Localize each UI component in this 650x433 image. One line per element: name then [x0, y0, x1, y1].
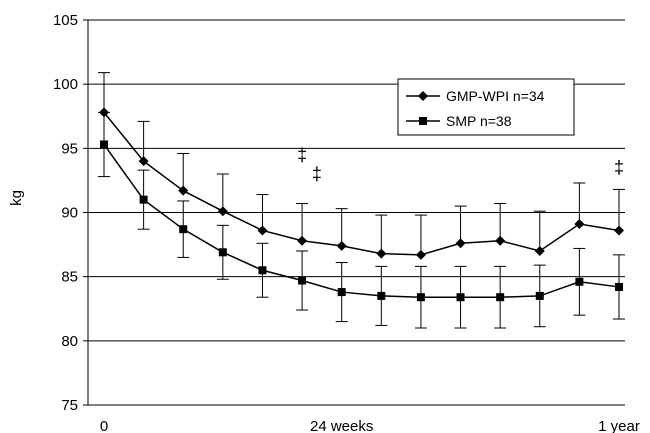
data-point-square: [139, 195, 148, 204]
data-point-square: [258, 266, 267, 275]
data-point-square: [100, 140, 108, 149]
data-point-square: [179, 225, 188, 234]
x-ticks: 0 24 weeks 1 year: [100, 418, 640, 433]
data-point-square: [535, 291, 544, 300]
y-axis-label: kg: [8, 190, 25, 206]
data-point-square: [218, 248, 227, 257]
data-point-diamond: [257, 225, 268, 236]
data-point-square: [615, 282, 623, 291]
data-point-diamond: [455, 238, 466, 249]
data-point-diamond: [336, 240, 347, 251]
y-tick-label: 105: [53, 12, 78, 29]
x-tick-label: 1 year: [598, 418, 640, 433]
data-point-square: [298, 276, 307, 285]
y-tick-label: 100: [53, 76, 78, 93]
y-tick-label: 75: [61, 397, 78, 414]
y-tick-label: 80: [61, 333, 78, 350]
data-point-diamond: [614, 225, 624, 236]
data-point-square: [456, 293, 465, 302]
y-tick-label: 95: [61, 140, 78, 157]
data-point-diamond: [217, 206, 228, 217]
data-point-diamond: [495, 235, 506, 246]
series-1: [98, 111, 625, 329]
data-point-square: [377, 291, 386, 300]
series: [98, 72, 625, 329]
y-tick-label: 85: [61, 269, 78, 286]
significance-marker: ‡: [312, 164, 322, 184]
x-tick-label: 24 weeks: [310, 418, 373, 433]
data-point-diamond: [534, 246, 545, 256]
data-point-diamond: [297, 235, 308, 246]
data-point-square: [496, 293, 505, 302]
data-point-square: [337, 288, 346, 297]
legend-label-1: SMP n=38: [446, 113, 512, 129]
significance-marker: ‡: [614, 158, 624, 178]
series-0: [98, 72, 625, 260]
data-point-diamond: [574, 219, 585, 230]
annotations: ‡‡ ‡: [297, 145, 624, 184]
y-tick-label: 90: [61, 205, 78, 222]
data-point-diamond: [376, 248, 387, 259]
legend: GMP-WPI n=34 SMP n=38: [397, 78, 575, 136]
legend-marker-diamond: [418, 91, 428, 101]
data-point-diamond: [178, 185, 189, 196]
data-point-diamond: [138, 156, 149, 167]
series-line: [103, 111, 620, 256]
gridlines: [88, 19, 625, 342]
x-tick-label: 0: [100, 418, 108, 433]
significance-marker: ‡: [297, 145, 307, 165]
data-point-square: [575, 277, 584, 286]
series-line: [103, 144, 620, 298]
legend-label-0: GMP-WPI n=34: [446, 88, 545, 104]
data-point-diamond: [415, 249, 426, 260]
data-point-square: [416, 293, 425, 302]
legend-box: [397, 78, 575, 136]
y-ticks: 75 80 85 90 95 100 105: [53, 12, 88, 414]
legend-marker-square: [419, 117, 427, 125]
